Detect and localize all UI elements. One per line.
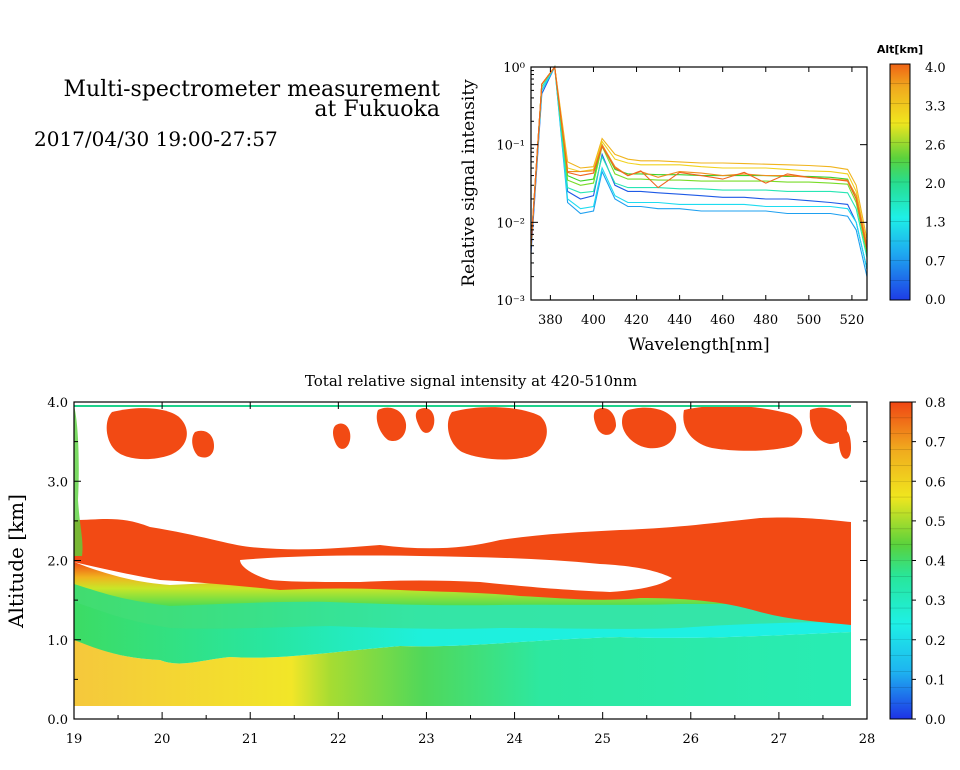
heatmap-x-tick-label: 21 bbox=[242, 732, 259, 747]
spectrum-series-line bbox=[530, 65, 868, 246]
spectrum-y-tick-label: 10⁻³ bbox=[496, 294, 525, 309]
spectrum-x-tick-label: 520 bbox=[840, 313, 865, 328]
intensity-colorbar-label: 0.2 bbox=[925, 634, 946, 649]
spectrum-x-tick-label: 420 bbox=[624, 313, 649, 328]
cloud-patch bbox=[809, 407, 848, 444]
cloud-patch bbox=[376, 407, 407, 442]
heatmap-x-tick-label: 25 bbox=[594, 732, 611, 747]
spectrum-x-tick-label: 440 bbox=[667, 313, 692, 328]
intensity-colorbar-labels: 0.8 0.7 0.6 0.5 0.4 0.3 0.2 0.1 0.0 bbox=[912, 396, 946, 728]
spectrum-x-tick-label: 380 bbox=[538, 313, 563, 328]
spectrum-y-axis-label: Relative signal intensity bbox=[459, 79, 479, 287]
spectrum-series-group bbox=[530, 65, 868, 277]
intensity-colorbar-label: 0.8 bbox=[925, 396, 946, 411]
heatmap-x-tick-label: 27 bbox=[771, 732, 788, 747]
altitude-colorbar-label: 0.7 bbox=[925, 254, 946, 269]
spectrum-series-line bbox=[530, 65, 868, 258]
spectrum-chart: 380 400 420 440 460 480 500 520 10⁰ 10⁻¹ 10⁻² 10⁻³… bbox=[459, 61, 868, 355]
cloud-patch bbox=[683, 405, 803, 451]
spectrum-y-tick-label: 10⁻¹ bbox=[496, 139, 525, 154]
figure-title-line1: Multi-spectrometer measurement bbox=[64, 77, 441, 102]
intensity-colorbar-label: 0.4 bbox=[925, 555, 946, 570]
heatmap-upper-clouds bbox=[106, 405, 851, 460]
heatmap-x-tick-label: 26 bbox=[683, 732, 700, 747]
heatmap-y-ticks: 4.0 3.0 2.0 1.0 0.0 bbox=[47, 396, 867, 728]
heatmap-y-tick-label: 2.0 bbox=[47, 555, 68, 570]
altitude-colorbar-label: 0.0 bbox=[925, 293, 946, 308]
intensity-colorbar-label: 0.1 bbox=[925, 673, 946, 688]
intensity-colorbar-label: 0.5 bbox=[925, 515, 946, 530]
spectrum-x-axis-label: Wavelength[nm] bbox=[628, 335, 769, 355]
measurement-datetime: 2017/04/30 19:00-27:57 bbox=[34, 127, 278, 151]
altitude-colorbar-label: 2.6 bbox=[925, 138, 946, 153]
heatmap-clear-gap bbox=[240, 555, 672, 592]
altitude-colorbar-label: 4.0 bbox=[925, 61, 946, 76]
intensity-colorbar-label: 0.6 bbox=[925, 475, 946, 490]
altitude-colorbar-label: 1.3 bbox=[925, 216, 946, 231]
cloud-patch bbox=[622, 407, 677, 449]
spectrum-series-line bbox=[530, 65, 868, 250]
spectrum-x-ticks: 380 400 420 440 460 480 500 520 bbox=[538, 67, 864, 328]
heatmap-title: Total relative signal intensity at 420-5… bbox=[305, 372, 637, 390]
cloud-patch bbox=[447, 407, 547, 460]
altitude-colorbar-label: 2.0 bbox=[925, 177, 946, 192]
altitude-colorbar-labels: 4.0 3.3 2.6 2.0 1.3 0.7 0.0 bbox=[925, 61, 946, 308]
cloud-patch bbox=[333, 423, 351, 449]
spectrum-x-tick-label: 480 bbox=[753, 313, 778, 328]
spectrum-x-tick-label: 400 bbox=[581, 313, 606, 328]
heatmap-y-tick-label: 3.0 bbox=[47, 475, 68, 490]
spectrum-y-tick-label: 10⁻² bbox=[496, 216, 525, 231]
heatmap-chart: Total relative signal intensity at 420-5… bbox=[4, 372, 875, 747]
altitude-colorbar-gradient bbox=[889, 63, 911, 301]
intensity-colorbar-label: 0.7 bbox=[925, 436, 946, 451]
spectrum-series-line bbox=[530, 65, 868, 270]
heatmap-y-tick-label: 1.0 bbox=[47, 634, 68, 649]
altitude-colorbar: Alt[km] 4.0 3.3 2.6 2.0 1.3 0.7 0.0 bbox=[877, 43, 946, 308]
altitude-colorbar-title: Alt[km] bbox=[877, 43, 923, 56]
heatmap-low-layer bbox=[74, 632, 851, 706]
heatmap-x-tick-label: 28 bbox=[859, 732, 876, 747]
intensity-colorbar: 0.8 0.7 0.6 0.5 0.4 0.3 0.2 0.1 0.0 bbox=[889, 396, 946, 728]
heatmap-y-tick-label: 4.0 bbox=[47, 396, 68, 411]
cloud-patch bbox=[839, 429, 851, 459]
spectrum-frame bbox=[530, 66, 868, 301]
spectrum-series-line bbox=[530, 65, 868, 270]
spectrum-x-tick-label: 460 bbox=[710, 313, 735, 328]
heatmap-x-tick-label: 23 bbox=[418, 732, 435, 747]
heatmap-y-tick-label: 0.0 bbox=[47, 713, 68, 728]
intensity-colorbar-label: 0.3 bbox=[925, 594, 946, 609]
spectrum-plot-area bbox=[531, 67, 867, 300]
heatmap-x-tick-label: 22 bbox=[330, 732, 347, 747]
heatmap-y-axis-label: Altitude [km] bbox=[4, 494, 28, 629]
heatmap-x-tick-label: 19 bbox=[66, 732, 83, 747]
cloud-patch bbox=[192, 430, 214, 458]
spectrum-y-tick-label: 10⁰ bbox=[503, 61, 525, 76]
heatmap-x-tick-label: 20 bbox=[154, 732, 171, 747]
spectrum-x-tick-label: 500 bbox=[796, 313, 821, 328]
intensity-colorbar-bands bbox=[890, 417, 912, 704]
altitude-colorbar-label: 3.3 bbox=[925, 100, 946, 115]
spectrum-y-ticks: 10⁰ 10⁻¹ 10⁻² 10⁻³ bbox=[496, 61, 867, 309]
heatmap-x-tick-label: 24 bbox=[506, 732, 523, 747]
cloud-patch bbox=[593, 407, 616, 435]
spectrum-series-line bbox=[530, 65, 868, 246]
spectrum-series-line bbox=[530, 65, 868, 277]
heatmap-x-ticks: 19 20 21 22 23 24 25 26 27 28 bbox=[66, 402, 876, 747]
altitude-colorbar-bands bbox=[890, 83, 910, 281]
intensity-colorbar-label: 0.0 bbox=[925, 713, 946, 728]
cloud-patch bbox=[415, 407, 435, 433]
figure-title-line2: at Fukuoka bbox=[314, 97, 440, 122]
cloud-patch bbox=[106, 408, 187, 460]
